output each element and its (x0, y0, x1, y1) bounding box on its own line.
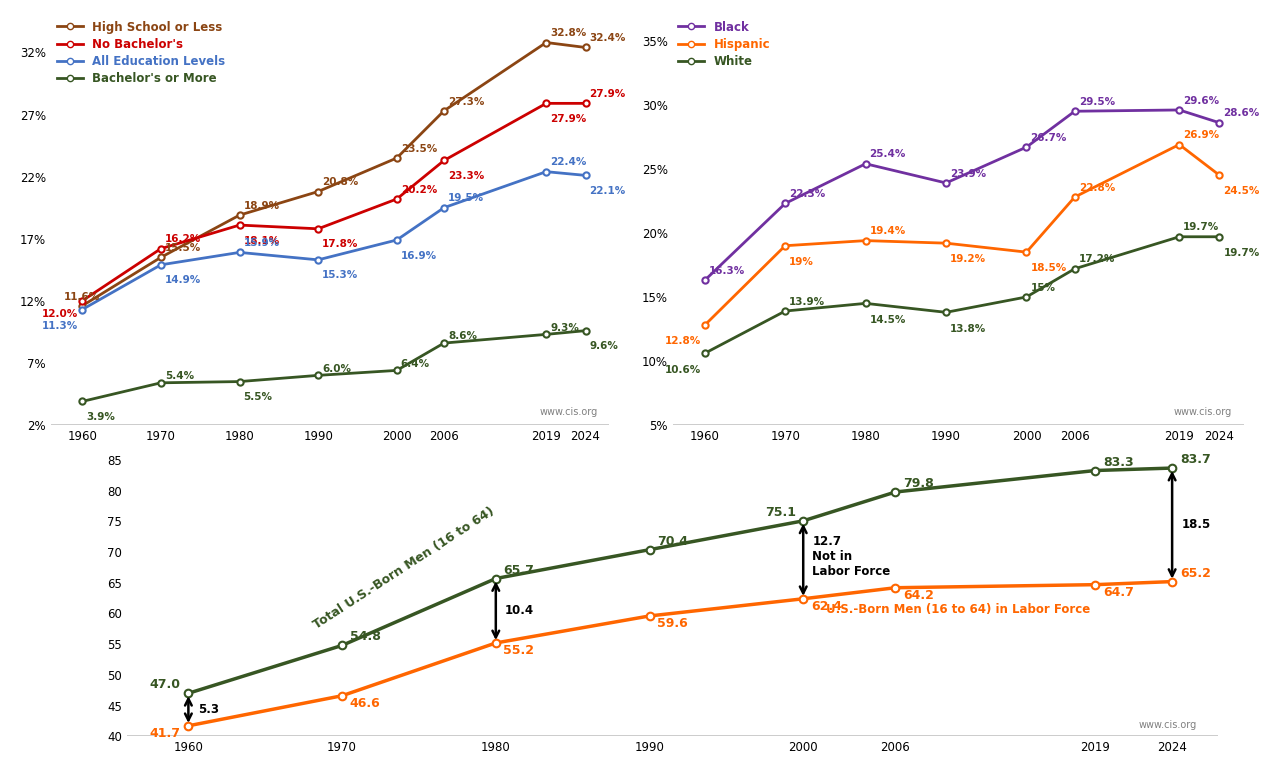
Text: 15.3%: 15.3% (322, 270, 358, 281)
Text: 16.2%: 16.2% (165, 235, 201, 244)
Text: 6.4%: 6.4% (401, 359, 430, 369)
Text: www.cis.org: www.cis.org (1174, 407, 1232, 417)
Text: 18.5%: 18.5% (1030, 263, 1067, 273)
Text: 32.8%: 32.8% (551, 28, 586, 38)
Text: 22.1%: 22.1% (590, 186, 626, 196)
Text: 83.7: 83.7 (1180, 453, 1211, 466)
Text: 29.6%: 29.6% (1183, 96, 1220, 106)
Text: 55.2: 55.2 (504, 644, 534, 657)
Text: 14.9%: 14.9% (165, 276, 201, 285)
Text: 32.4%: 32.4% (590, 33, 626, 43)
Text: 22.3%: 22.3% (789, 189, 825, 199)
Text: 75.1: 75.1 (765, 506, 796, 519)
Text: 64.7: 64.7 (1103, 586, 1133, 599)
Text: 5.4%: 5.4% (165, 371, 194, 381)
Text: 15.5%: 15.5% (165, 243, 201, 254)
Text: 65.2: 65.2 (1180, 567, 1211, 580)
Text: 41.7: 41.7 (150, 727, 180, 740)
Text: 27.3%: 27.3% (448, 96, 485, 106)
Text: 26.9%: 26.9% (1183, 130, 1220, 140)
Text: 27.9%: 27.9% (551, 114, 586, 124)
Text: 11.3%: 11.3% (42, 321, 79, 332)
Text: www.cis.org: www.cis.org (1138, 720, 1197, 730)
Text: 70.4: 70.4 (657, 535, 688, 548)
Text: 18.9%: 18.9% (244, 201, 279, 211)
Text: 22.4%: 22.4% (551, 157, 586, 168)
Text: 5.3: 5.3 (198, 703, 218, 716)
Text: 17.8%: 17.8% (322, 239, 358, 250)
Text: 29.5%: 29.5% (1079, 97, 1115, 107)
Text: 27.9%: 27.9% (590, 89, 626, 99)
Text: 62.4: 62.4 (811, 600, 841, 613)
Text: 19.2%: 19.2% (950, 254, 986, 264)
Text: 15.9%: 15.9% (244, 238, 279, 248)
Text: 59.6: 59.6 (657, 617, 688, 630)
Text: 11.6%: 11.6% (65, 291, 100, 301)
Text: 6.0%: 6.0% (322, 364, 352, 373)
Text: 19.7%: 19.7% (1183, 222, 1220, 232)
Text: 83.3: 83.3 (1103, 455, 1133, 468)
Text: 3.9%: 3.9% (86, 412, 115, 422)
Text: 54.8: 54.8 (350, 631, 381, 644)
Text: 12.0%: 12.0% (42, 309, 79, 319)
Text: 10.6%: 10.6% (665, 364, 700, 374)
Text: 47.0: 47.0 (150, 679, 180, 691)
Text: 26.7%: 26.7% (1030, 133, 1067, 143)
Text: 25.4%: 25.4% (869, 150, 906, 159)
Text: 19.5%: 19.5% (448, 194, 483, 203)
Text: Total U.S.-Born Men (16 to 64): Total U.S.-Born Men (16 to 64) (311, 505, 497, 631)
Text: 9.3%: 9.3% (551, 323, 579, 332)
Text: 23.5%: 23.5% (401, 143, 437, 154)
Text: 9.6%: 9.6% (590, 342, 618, 351)
Text: U.S.-Born Men (16 to 64) in Labor Force: U.S.-Born Men (16 to 64) in Labor Force (826, 603, 1090, 616)
Text: 22.8%: 22.8% (1079, 183, 1115, 193)
Text: 19.4%: 19.4% (869, 226, 906, 236)
Text: 20.8%: 20.8% (322, 178, 358, 187)
Text: 13.8%: 13.8% (950, 323, 986, 333)
Text: 19%: 19% (789, 257, 815, 267)
Legend: Black, Hispanic, White: Black, Hispanic, White (679, 21, 770, 68)
Text: 79.8: 79.8 (904, 477, 934, 490)
Text: 16.3%: 16.3% (709, 266, 745, 276)
Legend: High School or Less, No Bachelor's, All Education Levels, Bachelor's or More: High School or Less, No Bachelor's, All … (57, 21, 225, 86)
Text: www.cis.org: www.cis.org (539, 407, 598, 417)
Text: 13.9%: 13.9% (789, 297, 825, 307)
Text: 18.5: 18.5 (1181, 518, 1211, 531)
Text: 5.5%: 5.5% (244, 392, 273, 402)
Text: 8.6%: 8.6% (448, 332, 477, 342)
Text: 65.7: 65.7 (504, 564, 534, 577)
Text: 18.1%: 18.1% (244, 236, 279, 246)
Text: 19.7%: 19.7% (1223, 248, 1260, 258)
Text: 28.6%: 28.6% (1223, 109, 1260, 118)
Text: 17.2%: 17.2% (1079, 254, 1115, 264)
Text: 46.6: 46.6 (350, 697, 381, 710)
Text: 16.9%: 16.9% (401, 250, 437, 260)
Text: 12.7
Not in
Labor Force: 12.7 Not in Labor Force (812, 535, 891, 578)
Text: 20.2%: 20.2% (401, 184, 437, 195)
Text: 64.2: 64.2 (904, 589, 934, 602)
Text: 24.5%: 24.5% (1223, 187, 1260, 197)
Text: 12.8%: 12.8% (665, 336, 700, 346)
Text: 23.3%: 23.3% (448, 171, 485, 181)
Text: 23.9%: 23.9% (950, 168, 986, 178)
Text: 14.5%: 14.5% (869, 314, 906, 325)
Text: 15%: 15% (1030, 282, 1056, 292)
Text: 10.4: 10.4 (505, 604, 534, 617)
